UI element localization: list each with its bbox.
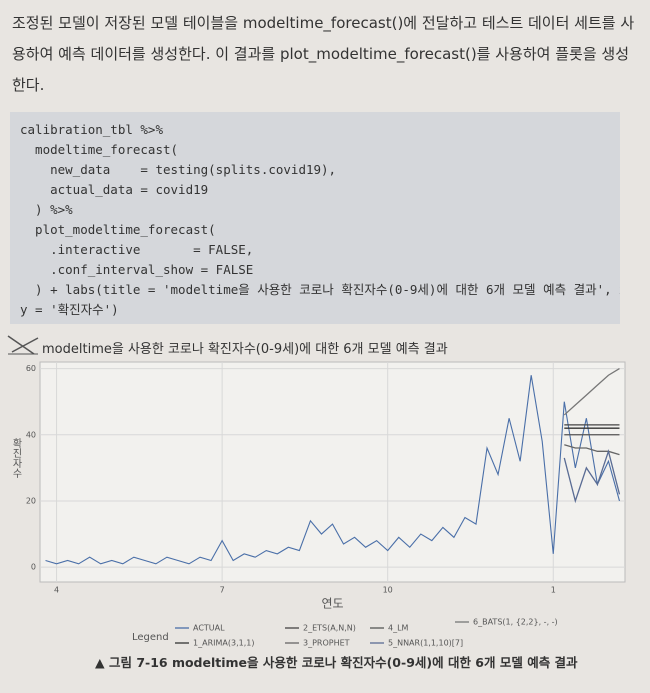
legend-label: 3_PROPHET — [303, 639, 350, 648]
y-tick-label: 20 — [26, 496, 36, 505]
paragraph: 조정된 모델이 저장된 모델 테이블을 modeltime_forecast()… — [12, 14, 635, 94]
series-line — [45, 375, 621, 565]
y-tick-label: 60 — [26, 364, 36, 373]
x-tick-label: 1 — [551, 586, 556, 595]
legend-label: 5_NNAR(1,1,10)[7] — [388, 639, 463, 648]
legend-title: Legend — [132, 632, 169, 643]
icon — [7, 335, 39, 355]
y-tick-label: 0 — [31, 563, 36, 572]
series-line — [563, 368, 620, 416]
y-axis-label: 확진자수 — [10, 438, 22, 479]
code-line: ) + labs(title = 'modeltime을 사용한 코로나 확진자… — [35, 282, 620, 297]
code-line: y = '확진자수') — [20, 302, 119, 317]
code-line: actual_data = covid19 — [20, 182, 209, 197]
x-tick-label: 4 — [54, 586, 59, 595]
plot-area — [39, 361, 626, 583]
legend-label: 6_BATS(1, {2,2}, -, -) — [473, 618, 558, 627]
code-line: .conf_interval_show = FALSE — [20, 262, 254, 277]
legend-label: 1_ARIMA(3,1,1) — [193, 639, 254, 648]
x-axis-label: 연도 — [321, 597, 343, 611]
legend-label: 2_ETS(A,N,N) — [303, 624, 356, 633]
legend-label: 4_LM — [388, 624, 409, 633]
series-line — [563, 449, 621, 504]
series-line — [564, 444, 620, 456]
x-tick-label: 10 — [383, 586, 393, 595]
y-tick-label: 40 — [26, 430, 36, 439]
legend-label: ACTUAL — [193, 624, 225, 633]
chart-title: modeltime을 사용한 코로나 확진자수(0-9세)에 대한 6개 모델 … — [42, 342, 448, 357]
caption: ▲ 그림 7-16 modeltime을 사용한 코로나 확진자수(0-9세)에… — [95, 655, 578, 670]
code-block: calibration_tbl %>% modeltime_forecast( … — [10, 112, 620, 324]
code-line: new_data = testing(splits.covid19), — [20, 162, 337, 177]
code-line: calibration_tbl %>% — [20, 122, 163, 137]
code-line: plot_modeltime_forecast( — [20, 222, 216, 237]
code-line: modeltime_forecast( — [20, 142, 179, 157]
code-line: ) %>% — [20, 202, 73, 217]
code-line: .interactive = FALSE, — [20, 242, 254, 257]
x-tick-label: 7 — [220, 586, 225, 595]
chart: 0 20 40 60 4 7 10 1 연도 확진자수 Legend ACTUAL 1_ARIMA(3,… — [10, 361, 626, 648]
